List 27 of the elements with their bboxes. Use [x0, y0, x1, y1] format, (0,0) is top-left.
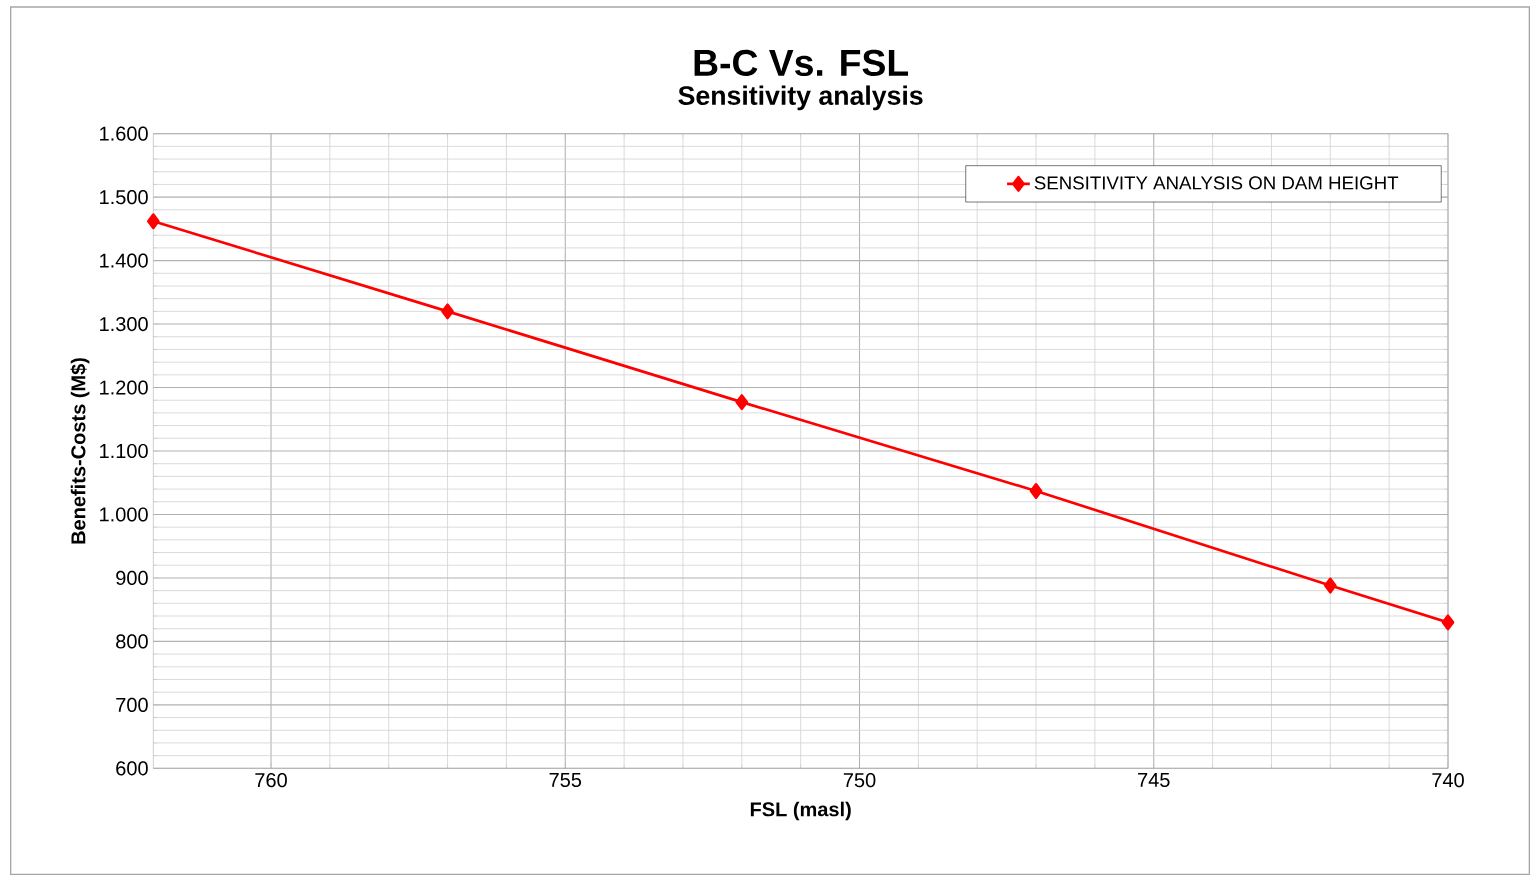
- point: [146, 213, 160, 230]
- chart-subtitle: Sensitivity analysis: [678, 85, 923, 111]
- y-tick-label: 800: [116, 634, 148, 649]
- x-tick-label: 745: [1138, 773, 1170, 787]
- y-tick-label: 1.300: [100, 316, 148, 332]
- point: [1441, 614, 1455, 631]
- point: [1323, 577, 1337, 594]
- x-tick-label: 760: [255, 773, 287, 788]
- x-tick-label: 755: [549, 773, 582, 787]
- x-axis-title: FSL (masl): [750, 801, 851, 821]
- y-tick-label: 1.100: [100, 443, 148, 459]
- y-axis-title: Benefits-Costs (M$): [70, 358, 90, 544]
- point: [735, 394, 749, 411]
- point: [441, 303, 454, 320]
- y-tick-label: 900: [116, 570, 148, 585]
- legend-label: SENSITIVITY ANALYSIS ON DAM HEIGHT: [1034, 176, 1399, 190]
- y-tick-label: 1.200: [100, 380, 148, 395]
- point: [1029, 482, 1043, 499]
- y-tick-label: 600: [116, 761, 148, 776]
- y-tick-label: 1.000: [100, 507, 148, 522]
- chart-title: B-C Vs. FSL: [694, 49, 909, 77]
- x-tick-label: 750: [843, 773, 876, 788]
- y-tick-label: 700: [116, 697, 148, 712]
- y-tick-label: 1.400: [100, 253, 148, 268]
- x-tick-label: 740: [1432, 773, 1464, 788]
- y-tick-label: 1.500: [100, 190, 148, 205]
- y-tick-label: 1.600: [100, 126, 148, 141]
